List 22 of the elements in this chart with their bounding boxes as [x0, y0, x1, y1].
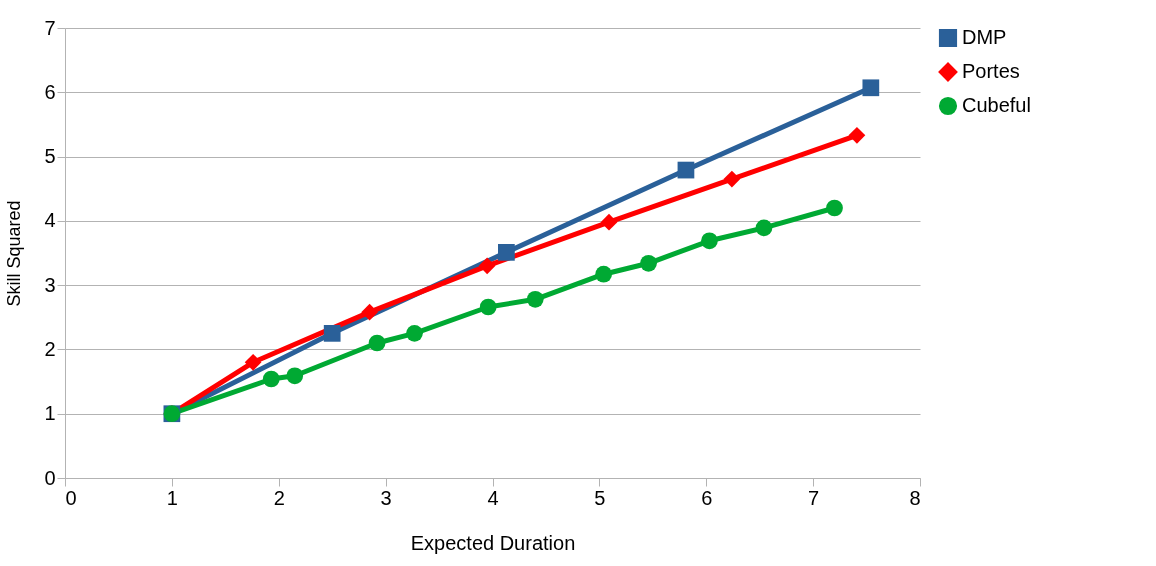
- x-axis-title: Expected Duration: [410, 531, 576, 554]
- legend-label: Portes: [962, 60, 1020, 82]
- y-tick-label: 4: [44, 209, 56, 232]
- y-tick-label: 3: [44, 273, 56, 296]
- legend-label: Cubeful: [962, 94, 1031, 116]
- x-tick-label: 1: [166, 486, 178, 509]
- y-tick-label: 1: [44, 402, 56, 425]
- x-tick-label: 7: [808, 486, 820, 509]
- x-tick-label: 2: [273, 486, 285, 509]
- y-tick-label: 7: [44, 16, 56, 39]
- y-tick-label: 2: [44, 337, 56, 360]
- y-tick-label: 0: [44, 466, 56, 489]
- x-tick-label: 4: [487, 486, 499, 509]
- x-tick-label: 5: [594, 486, 606, 509]
- y-axis-title: Skill Squared: [4, 200, 25, 307]
- y-tick-label: 5: [44, 145, 56, 168]
- legend-label: DMP: [962, 26, 1007, 48]
- x-tick-label: 8: [909, 486, 921, 509]
- x-tick-label: 3: [380, 486, 392, 509]
- x-tick-label: 0: [65, 486, 77, 509]
- x-tick-label: 6: [701, 486, 713, 509]
- y-tick-label: 6: [44, 80, 56, 103]
